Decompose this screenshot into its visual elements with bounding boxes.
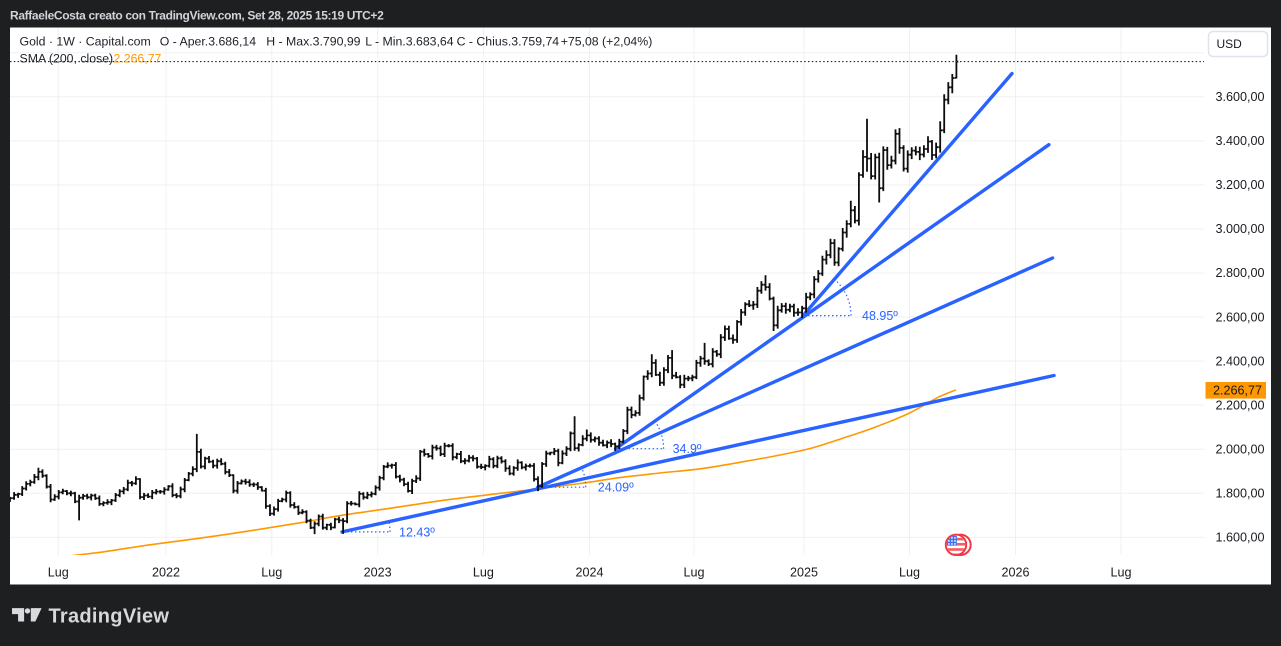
svg-text:2024: 2024 — [575, 566, 603, 580]
svg-text:H - Max.3.790,99: H - Max.3.790,99 — [266, 34, 360, 48]
svg-text:Lug: Lug — [261, 566, 282, 580]
svg-text:2.000,00: 2.000,00 — [1215, 443, 1264, 457]
svg-text:2.266,77: 2.266,77 — [114, 52, 162, 66]
svg-text:2.600,00: 2.600,00 — [1215, 310, 1264, 324]
svg-text:TradingView: TradingView — [49, 605, 170, 627]
svg-text:3.000,00: 3.000,00 — [1215, 222, 1264, 236]
svg-text:2.266,77: 2.266,77 — [1213, 384, 1262, 398]
svg-text:1.800,00: 1.800,00 — [1215, 487, 1264, 501]
svg-text:C - Chius.3.759,74: C - Chius.3.759,74 — [457, 34, 560, 48]
svg-text:1.600,00: 1.600,00 — [1215, 531, 1264, 545]
svg-text:2.800,00: 2.800,00 — [1215, 266, 1264, 280]
svg-text:12.43º: 12.43º — [399, 525, 435, 539]
svg-text:L - Min.3.683,64: L - Min.3.683,64 — [365, 34, 454, 48]
svg-text:3.200,00: 3.200,00 — [1215, 178, 1264, 192]
svg-text:3.400,00: 3.400,00 — [1215, 134, 1264, 148]
svg-text:34.9º: 34.9º — [673, 442, 702, 456]
svg-text:2022: 2022 — [152, 566, 180, 580]
svg-text:2023: 2023 — [364, 566, 392, 580]
svg-text:+75,08 (+2,04%): +75,08 (+2,04%) — [561, 34, 653, 48]
svg-text:Lug: Lug — [683, 566, 704, 580]
svg-text:2025: 2025 — [790, 566, 818, 580]
svg-text:2.400,00: 2.400,00 — [1215, 354, 1264, 368]
svg-text:SMA (200, close): SMA (200, close) — [20, 52, 114, 66]
svg-text:O - Aper.3.686,14: O - Aper.3.686,14 — [160, 34, 257, 48]
svg-text:Lug: Lug — [1110, 566, 1131, 580]
svg-text:Lug: Lug — [473, 566, 494, 580]
svg-text:2026: 2026 — [1001, 566, 1029, 580]
svg-text:24.09º: 24.09º — [598, 481, 634, 495]
svg-text:2.200,00: 2.200,00 — [1215, 398, 1264, 412]
svg-text:USD: USD — [1217, 37, 1243, 51]
svg-text:Lug: Lug — [899, 566, 920, 580]
svg-text:RaffaeleCosta creato con Tradi: RaffaeleCosta creato con TradingView.com… — [10, 9, 384, 23]
svg-text:Lug: Lug — [48, 566, 69, 580]
svg-text:48.95º: 48.95º — [862, 309, 898, 323]
svg-text:Gold · 1W · Capital.com: Gold · 1W · Capital.com — [20, 34, 151, 48]
svg-text:3.600,00: 3.600,00 — [1215, 90, 1264, 104]
